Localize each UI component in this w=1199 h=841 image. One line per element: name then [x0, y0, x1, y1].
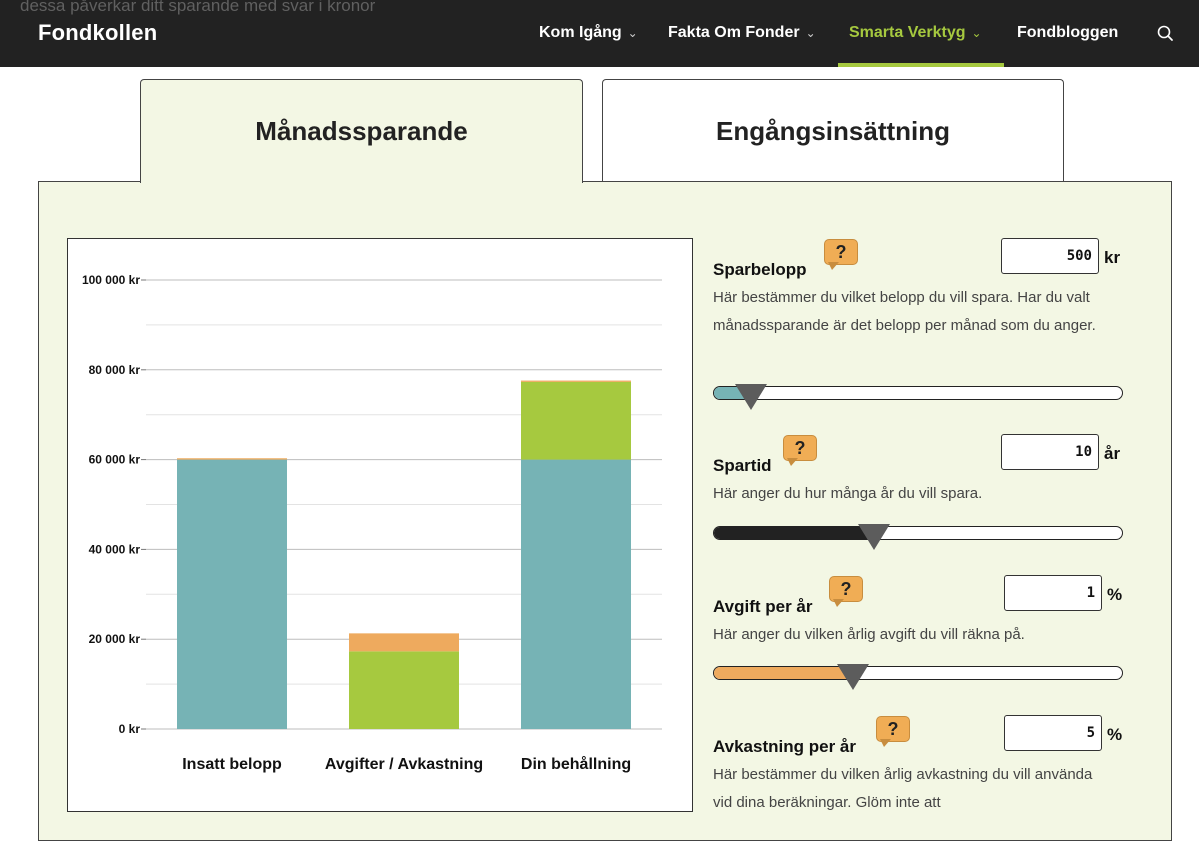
- y-tick-label: 0 kr: [119, 722, 141, 736]
- site-logo[interactable]: Fondkollen: [38, 20, 158, 45]
- slider-thumb[interactable]: [857, 524, 890, 550]
- x-category-label: Din behållning: [521, 755, 631, 773]
- help-bubble: ?: [829, 576, 863, 602]
- nav-item-fondbloggen[interactable]: Fondbloggen: [1017, 24, 1118, 42]
- nav-item-label: Kom Igång: [539, 24, 622, 41]
- help-icon[interactable]: ?: [824, 239, 858, 270]
- chevron-down-icon: ⌄: [805, 26, 816, 40]
- spartid-description: Här anger du hur många år du vill spara.: [713, 485, 983, 502]
- avkastning-description: Här bestämmer du vilken årlig avkastning…: [713, 766, 1093, 811]
- active-menu-indicator: [838, 63, 1004, 67]
- sparbelopp-slider[interactable]: [713, 384, 1123, 410]
- sparbelopp-input[interactable]: [1001, 238, 1099, 274]
- nav-item-label: Fakta Om Fonder: [668, 24, 800, 41]
- tab-label: Månadssparande: [255, 116, 468, 146]
- chart-svg: 0 kr 20 000 kr 40 000 kr 60 000 kr 80 000 kr…: [82, 273, 662, 773]
- tab-engangsinsattning[interactable]: Engångsinsättning: [602, 79, 1064, 182]
- savings-chart: 0 kr 20 000 kr 40 000 kr 60 000 kr 80 000 kr…: [67, 238, 693, 812]
- x-category-label: Avgifter / Avkastning: [325, 756, 483, 773]
- avgift-control: Avgift per år ? % Här anger du vilken år…: [713, 575, 1133, 695]
- chevron-down-icon: ⌄: [627, 26, 638, 40]
- bar-segment: [521, 381, 631, 460]
- spartid-input[interactable]: [1001, 434, 1099, 470]
- scrolled-intro-text: dessa påverkar ditt sparande med svar i …: [20, 0, 376, 15]
- y-tick-label: 80 000 kr: [89, 363, 141, 377]
- sparbelopp-control: Sparbelopp ? kr Här bestämmer du vilket …: [713, 238, 1133, 410]
- help-icon[interactable]: ?: [876, 716, 910, 747]
- nav-item-smarta-verktyg[interactable]: Smarta Verktyg ⌄: [849, 24, 982, 42]
- tab-manadssparande[interactable]: Månadssparande: [140, 79, 583, 183]
- y-tick-label: 40 000 kr: [89, 542, 141, 556]
- avkastning-control: Avkastning per år ? % Här bestämmer du v…: [713, 715, 1133, 821]
- spartid-title: Spartid: [713, 456, 772, 475]
- help-icon[interactable]: ?: [829, 576, 863, 607]
- sparbelopp-title: Sparbelopp: [713, 260, 807, 279]
- avkastning-title: Avkastning per år: [713, 737, 856, 756]
- x-category-label: Insatt belopp: [182, 756, 282, 773]
- bar-segment: [349, 651, 459, 729]
- help-bubble: ?: [876, 716, 910, 742]
- bar-segment: [349, 633, 459, 652]
- avkastning-input[interactable]: [1004, 715, 1102, 751]
- avgift-input[interactable]: [1004, 575, 1102, 611]
- help-icon[interactable]: ?: [783, 435, 817, 466]
- help-bubble-tail: [787, 458, 798, 466]
- avkastning-unit: %: [1107, 725, 1123, 744]
- spartid-unit: år: [1104, 444, 1121, 463]
- sparbelopp-description: Här bestämmer du vilket belopp du vill s…: [713, 289, 1096, 334]
- avgift-title: Avgift per år: [713, 597, 813, 616]
- avgift-slider[interactable]: [713, 664, 1123, 690]
- slider-fill: [714, 667, 854, 679]
- help-bubble-tail: [880, 739, 891, 747]
- bar-segment: [177, 458, 287, 460]
- chevron-down-icon: ⌄: [971, 26, 982, 40]
- y-tick-label: 100 000 kr: [82, 273, 140, 287]
- bar-segment: [521, 459, 631, 729]
- help-bubble-tail: [828, 262, 839, 270]
- spartid-slider[interactable]: [713, 524, 1123, 550]
- nav-item-label: Fondbloggen: [1017, 24, 1119, 41]
- nav-item-fakta-om-fonder[interactable]: Fakta Om Fonder ⌄: [668, 24, 816, 42]
- avgift-unit: %: [1107, 585, 1123, 604]
- nav-item-label: Smarta Verktyg: [849, 24, 966, 41]
- help-bubble: ?: [783, 435, 817, 461]
- bar-segment: [177, 459, 287, 729]
- sparbelopp-unit: kr: [1104, 248, 1121, 267]
- y-tick-label: 60 000 kr: [89, 453, 141, 467]
- tab-label: Engångsinsättning: [716, 115, 950, 146]
- slider-thumb[interactable]: [837, 664, 870, 690]
- nav-item-kom-igang[interactable]: Kom Igång ⌄: [539, 24, 638, 42]
- y-tick-label: 20 000 kr: [89, 632, 141, 646]
- avgift-description: Här anger du vilken årlig avgift du vill…: [713, 626, 1025, 643]
- slider-thumb[interactable]: [734, 384, 767, 410]
- help-bubble: ?: [824, 239, 858, 265]
- spartid-control: Spartid ? år Här anger du hur många år d…: [713, 434, 1133, 554]
- search-icon[interactable]: [1156, 24, 1176, 44]
- help-bubble-tail: [833, 599, 844, 607]
- slider-fill: [714, 527, 874, 539]
- bar-segment: [521, 380, 631, 382]
- top-navigation: dessa påverkar ditt sparande med svar i …: [0, 0, 1199, 67]
